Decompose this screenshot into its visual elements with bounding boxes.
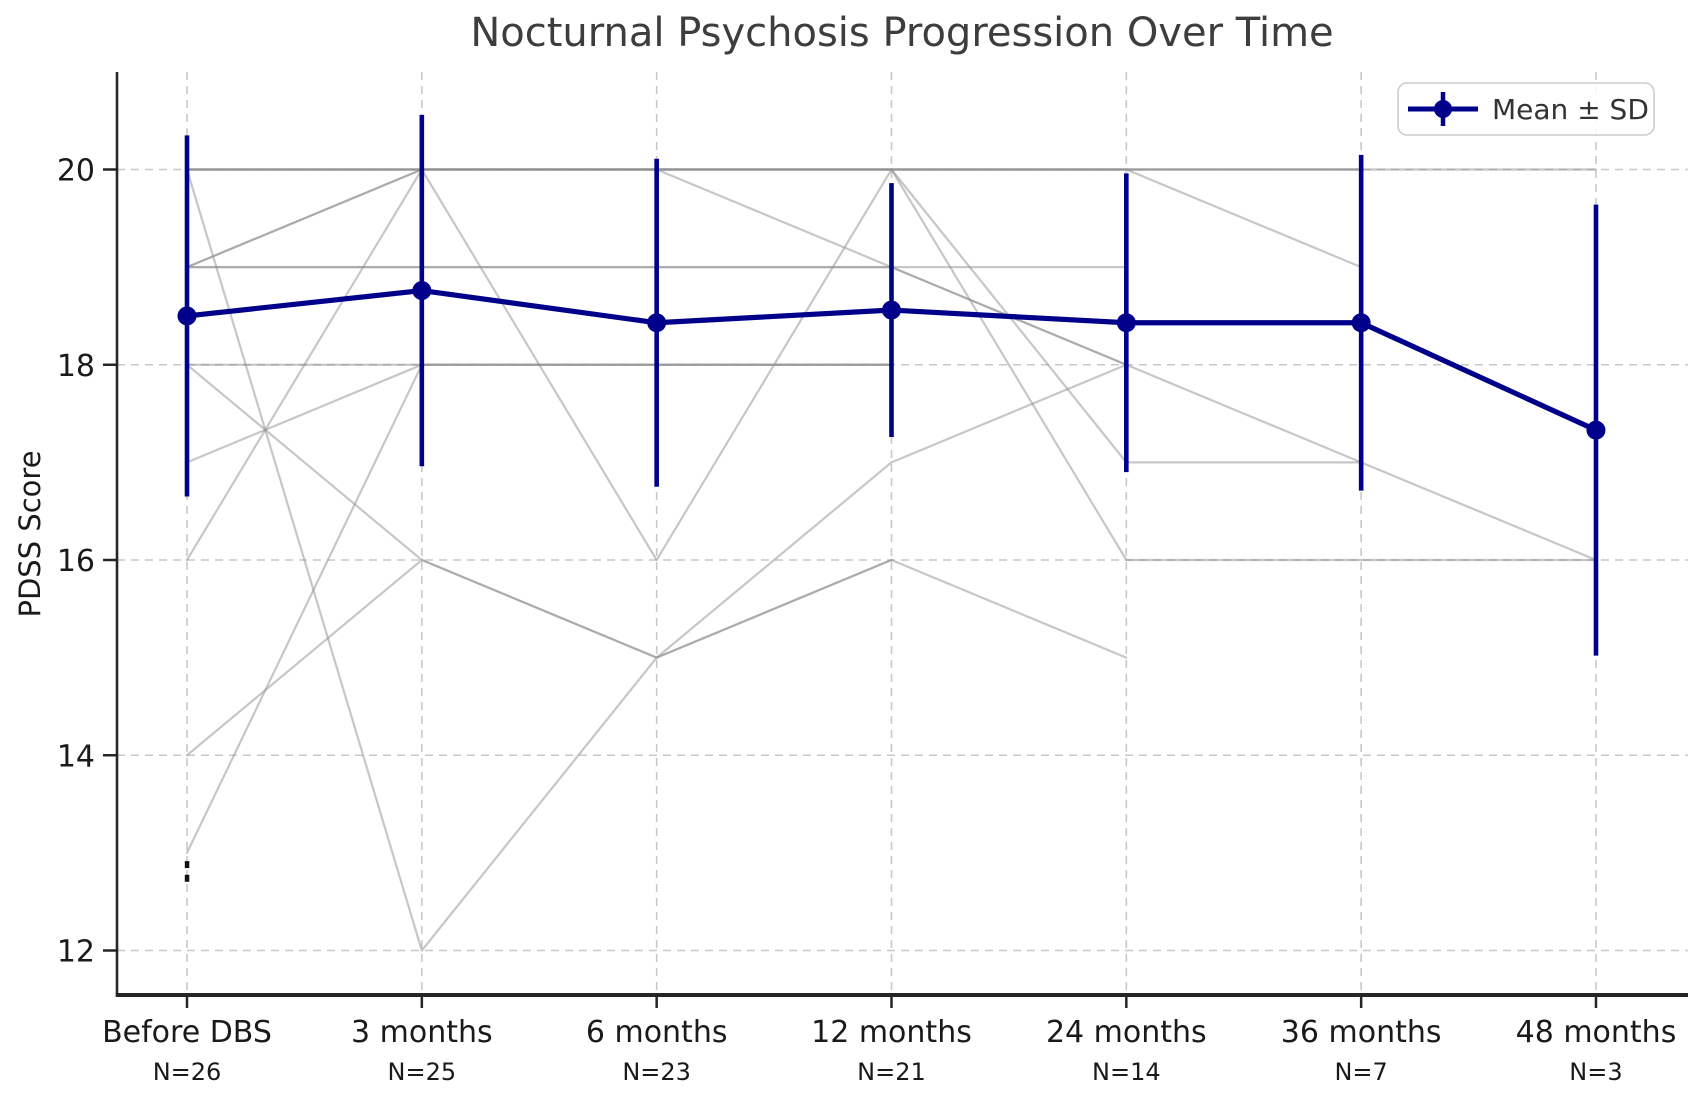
y-tick-label: 20 — [57, 154, 95, 189]
n-count-label: N=3 — [1569, 1058, 1622, 1086]
x-tick-label: 24 months — [1046, 1015, 1207, 1050]
mean-marker — [177, 306, 197, 326]
mean-marker — [1351, 313, 1371, 333]
y-tick-label: 18 — [57, 349, 95, 384]
x-tick-label: 3 months — [351, 1015, 493, 1050]
n-count-label: N=14 — [1092, 1058, 1161, 1086]
n-count-label: N=23 — [622, 1058, 691, 1086]
x-tick-label: Before DBS — [102, 1015, 272, 1050]
mean-sd-series — [177, 114, 1606, 656]
y-axis-label: PDSS Score — [13, 450, 47, 617]
legend-marker-sample — [1434, 100, 1452, 118]
n-count-label: N=21 — [857, 1058, 926, 1086]
y-tick-label: 12 — [57, 935, 95, 970]
x-tick-label: 48 months — [1516, 1015, 1677, 1050]
artifact-marks — [184, 861, 190, 882]
legend-label: Mean ± SD — [1492, 93, 1649, 126]
y-tick-label: 14 — [57, 739, 95, 774]
n-count-label: N=25 — [388, 1058, 457, 1086]
mean-marker — [1116, 313, 1136, 333]
x-tick-label: 6 months — [586, 1015, 728, 1050]
gridlines — [117, 72, 1688, 995]
mean-marker — [647, 313, 667, 333]
tick-labels: 12 14 16 18 20 Before DBS N=26 3 months N=25 6 mo… — [57, 154, 1677, 1087]
x-tick-label: 12 months — [811, 1015, 972, 1050]
patient-trajectory — [185, 363, 1128, 659]
mean-marker — [881, 300, 901, 320]
mean-marker — [412, 281, 432, 301]
x-tick-label: 36 months — [1281, 1015, 1442, 1050]
patient-trajectory — [185, 168, 1363, 464]
legend: Mean ± SD — [1397, 82, 1655, 136]
artifact-dash — [184, 861, 190, 869]
artifact-dash — [184, 874, 190, 882]
n-count-label: N=26 — [153, 1058, 222, 1086]
y-tick-label: 16 — [57, 544, 95, 579]
axes — [103, 72, 1688, 1008]
legend-box — [1397, 82, 1655, 136]
mean-marker — [1586, 420, 1606, 440]
chart-title: Nocturnal Psychosis Progression Over Tim… — [470, 10, 1333, 56]
n-count-label: N=7 — [1334, 1058, 1387, 1086]
patient-trajectory — [185, 363, 893, 464]
